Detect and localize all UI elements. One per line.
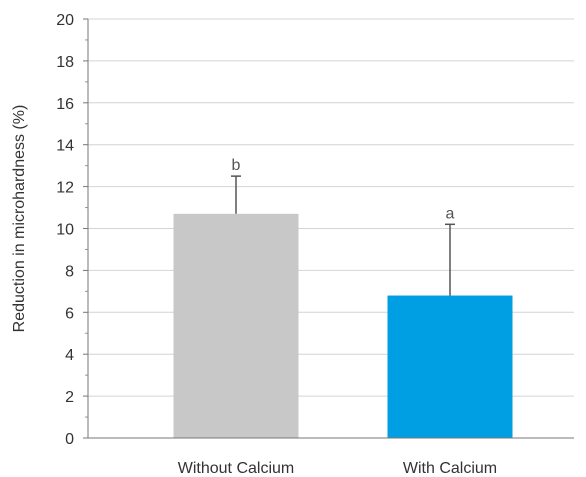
y-tick-label: 8	[65, 263, 74, 280]
bars	[173, 213, 513, 438]
x-category-labels: Without Calcium With Calcium	[178, 460, 497, 477]
error-bars	[231, 175, 455, 296]
minor-ticks	[83, 18, 88, 439]
y-tick-label: 14	[56, 138, 74, 155]
x-category-label: With Calcium	[403, 460, 497, 477]
gridlines	[88, 18, 574, 397]
y-tick-label: 6	[65, 305, 74, 322]
y-tick-label: 20	[56, 12, 74, 29]
x-category-label: Without Calcium	[178, 460, 294, 477]
significance-labels: ba	[232, 157, 455, 222]
y-tick-label: 16	[56, 96, 74, 113]
y-tick-label: 4	[65, 347, 74, 364]
y-tick-label: 2	[65, 389, 74, 406]
y-tick-label: 18	[56, 54, 74, 71]
significance-label: a	[446, 205, 455, 222]
bar	[173, 213, 299, 438]
y-tick-label: 10	[56, 222, 74, 239]
y-tick-labels: 0 2 4 6 8 10 12 14 16 18 20	[56, 12, 74, 448]
y-axis-title: Reduction in microhardness (%)	[11, 105, 28, 333]
y-tick-label: 0	[65, 431, 74, 448]
significance-label: b	[232, 157, 241, 174]
bar	[387, 295, 513, 438]
y-tick-label: 12	[56, 180, 74, 197]
